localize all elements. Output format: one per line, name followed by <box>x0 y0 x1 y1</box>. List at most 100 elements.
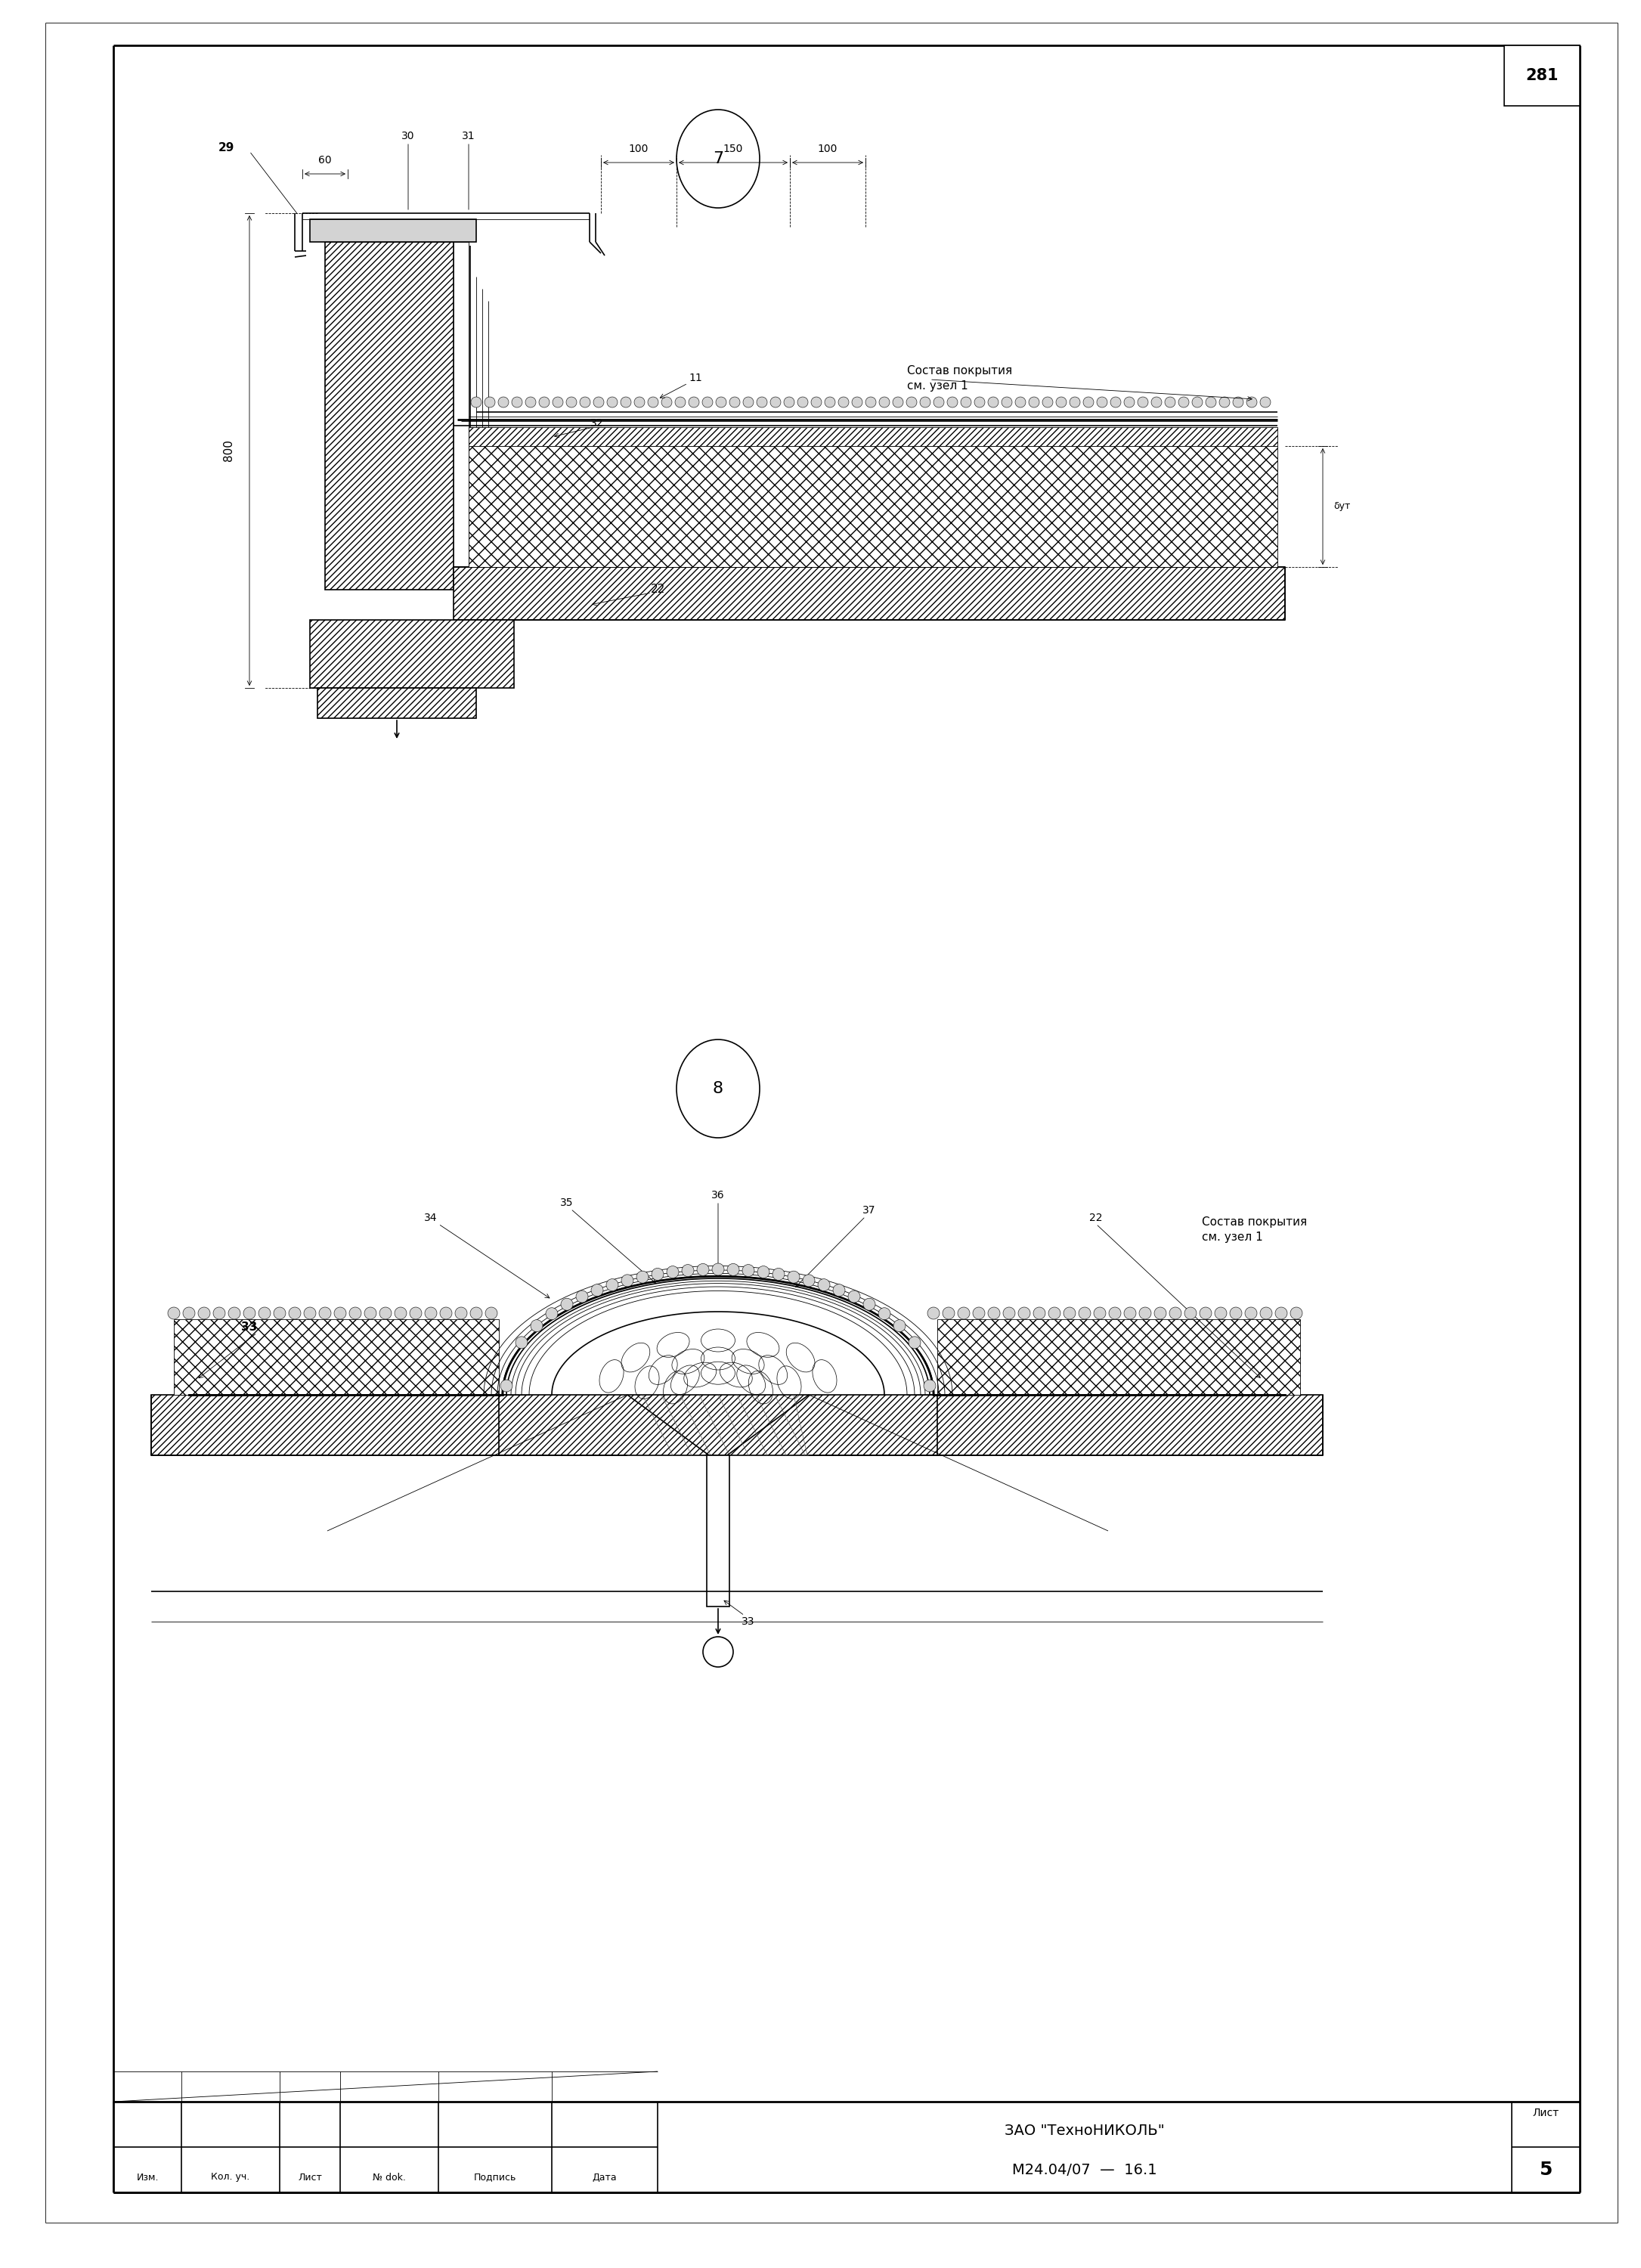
Circle shape <box>1029 397 1039 408</box>
Circle shape <box>702 397 712 408</box>
Circle shape <box>1229 1306 1242 1320</box>
Circle shape <box>499 397 509 408</box>
Circle shape <box>335 1306 346 1320</box>
Circle shape <box>1246 1306 1257 1320</box>
Circle shape <box>289 1306 300 1320</box>
Bar <box>707 1456 729 1606</box>
Circle shape <box>486 1306 497 1320</box>
Circle shape <box>1170 1306 1182 1320</box>
Circle shape <box>471 1306 482 1320</box>
Text: 11: 11 <box>689 372 702 383</box>
Circle shape <box>1111 397 1121 408</box>
Text: Изм.: Изм. <box>136 2173 159 2182</box>
Circle shape <box>213 1306 225 1320</box>
Text: 22: 22 <box>1090 1213 1103 1222</box>
Text: 150: 150 <box>724 143 743 154</box>
Circle shape <box>530 1320 543 1331</box>
Circle shape <box>594 397 604 408</box>
Circle shape <box>1275 1306 1287 1320</box>
Circle shape <box>591 1284 604 1297</box>
Text: 60: 60 <box>318 154 331 166</box>
Circle shape <box>1049 1306 1060 1320</box>
Circle shape <box>182 1306 195 1320</box>
Circle shape <box>1139 1306 1152 1320</box>
Text: Состав покрытия: Состав покрытия <box>1201 1216 1306 1227</box>
Text: 35: 35 <box>560 1198 573 1209</box>
Circle shape <box>1185 1306 1196 1320</box>
Circle shape <box>817 1279 830 1290</box>
Text: 30: 30 <box>402 132 415 141</box>
Circle shape <box>880 397 889 408</box>
Circle shape <box>960 397 971 408</box>
Circle shape <box>666 1266 679 1279</box>
Text: Лист: Лист <box>1533 2107 1559 2118</box>
Circle shape <box>515 1336 528 1349</box>
Circle shape <box>440 1306 451 1320</box>
Circle shape <box>852 397 863 408</box>
Circle shape <box>1096 397 1108 408</box>
Circle shape <box>674 397 686 408</box>
Bar <box>325 243 453 590</box>
Text: 33: 33 <box>742 1617 755 1626</box>
Circle shape <box>715 397 727 408</box>
Text: 31: 31 <box>463 132 476 141</box>
Circle shape <box>1219 397 1229 408</box>
Text: М24.04/07  —  16.1: М24.04/07 — 16.1 <box>1012 2164 1157 2177</box>
Circle shape <box>538 397 550 408</box>
Bar <box>469 447 1277 567</box>
Circle shape <box>743 397 753 408</box>
Circle shape <box>1124 397 1134 408</box>
Circle shape <box>906 397 917 408</box>
Bar <box>937 1320 1300 1395</box>
Circle shape <box>1191 397 1203 408</box>
Circle shape <box>1083 397 1095 408</box>
Circle shape <box>839 397 848 408</box>
Text: ЗАО "ТехноНИКОЛЬ": ЗАО "ТехноНИКОЛЬ" <box>1004 2123 1165 2136</box>
Circle shape <box>975 397 985 408</box>
Circle shape <box>606 1279 619 1290</box>
Circle shape <box>947 397 958 408</box>
Circle shape <box>1214 1306 1227 1320</box>
Circle shape <box>274 1306 286 1320</box>
Circle shape <box>865 397 876 408</box>
Bar <box>317 687 476 719</box>
Circle shape <box>364 1306 376 1320</box>
Text: 29: 29 <box>218 141 235 154</box>
Circle shape <box>1055 397 1067 408</box>
Circle shape <box>1260 397 1270 408</box>
Bar <box>174 1320 499 1395</box>
Text: 7: 7 <box>712 152 724 166</box>
Bar <box>310 220 476 243</box>
Circle shape <box>1247 397 1257 408</box>
Circle shape <box>1001 397 1012 408</box>
Circle shape <box>924 1379 935 1393</box>
Circle shape <box>350 1306 361 1320</box>
Text: Подпись: Подпись <box>474 2173 517 2182</box>
Text: 33: 33 <box>241 1320 258 1334</box>
Circle shape <box>1017 1306 1031 1320</box>
Circle shape <box>942 1306 955 1320</box>
Bar <box>151 1395 1323 1456</box>
Circle shape <box>1178 397 1190 408</box>
Text: см. узел 1: см. узел 1 <box>907 379 968 390</box>
Text: 37: 37 <box>863 1204 876 1216</box>
Circle shape <box>729 397 740 408</box>
Circle shape <box>727 1263 738 1275</box>
Circle shape <box>878 1309 891 1320</box>
Bar <box>453 243 469 583</box>
Circle shape <box>742 1266 755 1277</box>
Circle shape <box>712 1263 724 1275</box>
Circle shape <box>757 397 768 408</box>
Circle shape <box>893 1320 906 1331</box>
Circle shape <box>1063 1306 1075 1320</box>
Circle shape <box>921 397 930 408</box>
Circle shape <box>973 1306 985 1320</box>
Circle shape <box>1034 1306 1045 1320</box>
Bar <box>469 426 1277 447</box>
Circle shape <box>199 1306 210 1320</box>
Circle shape <box>988 1306 999 1320</box>
Circle shape <box>512 397 522 408</box>
Circle shape <box>1152 397 1162 408</box>
Circle shape <box>525 397 537 408</box>
Text: № dok.: № dok. <box>373 2173 405 2182</box>
